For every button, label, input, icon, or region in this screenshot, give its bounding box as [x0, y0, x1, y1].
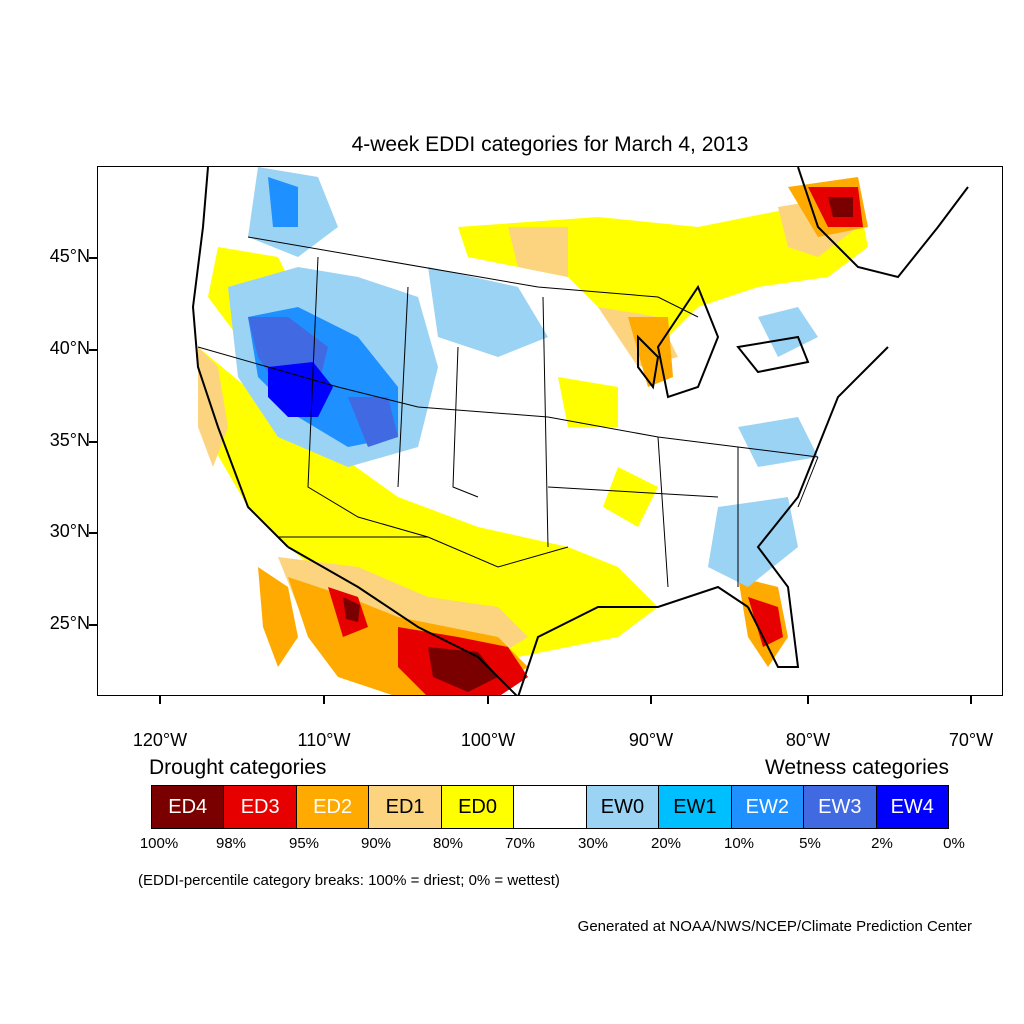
lat-label: 40°N — [49, 338, 90, 358]
legend-swatch-normal — [514, 786, 587, 828]
lat-tick — [89, 349, 97, 351]
lon-label: 80°W — [785, 730, 831, 750]
legend-swatch-ed1: ED1 — [369, 786, 442, 828]
coastline — [191, 167, 969, 695]
map-title: 4-week EDDI categories for March 4, 2013 — [351, 133, 749, 156]
lat-label: 35°N — [49, 430, 90, 450]
lon-label: 70°W — [948, 730, 994, 750]
lon-tick — [807, 696, 809, 704]
legend-break: 5% — [799, 835, 821, 852]
legend-colorbar: ED4 ED3 ED2 ED1 ED0 EW0 EW1 EW2 EW3 EW4 — [151, 785, 949, 829]
lat-tick — [89, 532, 97, 534]
ew4-region — [268, 362, 333, 417]
legend-break: 0% — [943, 835, 965, 852]
boundary-lines — [197, 236, 819, 588]
legend-break: 20% — [650, 835, 682, 852]
map-canvas — [191, 167, 969, 695]
eddi-map — [97, 166, 1003, 696]
category-note: (EDDI-percentile category breaks: 100% =… — [138, 872, 560, 889]
legend-swatch-ew3: EW3 — [804, 786, 877, 828]
lon-tick — [323, 696, 325, 704]
lon-label: 120°W — [132, 730, 188, 750]
legend-break: 30% — [577, 835, 609, 852]
legend-swatch-ed3: ED3 — [224, 786, 297, 828]
legend-break: 2% — [871, 835, 893, 852]
wetness-legend-title: Wetness categories — [764, 756, 949, 779]
legend-swatch-ed2: ED2 — [296, 786, 370, 828]
legend-swatch-ew1: EW1 — [659, 786, 732, 828]
lat-label: 30°N — [49, 521, 90, 541]
credit-line: Generated at NOAA/NWS/NCEP/Climate Predi… — [577, 918, 972, 935]
legend-break: 80% — [432, 835, 464, 852]
legend-swatch-ew0: EW0 — [586, 786, 660, 828]
legend-swatch-ew2: EW2 — [731, 786, 805, 828]
lon-label: 100°W — [460, 730, 516, 750]
lon-tick — [650, 696, 652, 704]
legend-break: 70% — [504, 835, 536, 852]
legend-break: 98% — [215, 835, 247, 852]
lat-label: 45°N — [49, 246, 90, 266]
lon-tick — [970, 696, 972, 704]
lat-tick — [89, 624, 97, 626]
legend-swatch-ed0: ED0 — [441, 786, 515, 828]
drought-legend-title: Drought categories — [149, 756, 327, 779]
legend-swatch-ed4: ED4 — [152, 786, 225, 828]
legend-break: 95% — [288, 835, 320, 852]
lon-label: 90°W — [628, 730, 674, 750]
lat-label: 25°N — [49, 613, 90, 633]
legend-break: 10% — [723, 835, 755, 852]
lon-tick — [487, 696, 489, 704]
legend-break: 100% — [139, 835, 179, 852]
lat-tick — [89, 257, 97, 259]
lon-label: 110°W — [297, 730, 351, 750]
legend-swatch-ew4: EW4 — [876, 786, 948, 828]
lon-tick — [159, 696, 161, 704]
legend-break: 90% — [360, 835, 392, 852]
lat-tick — [89, 441, 97, 443]
